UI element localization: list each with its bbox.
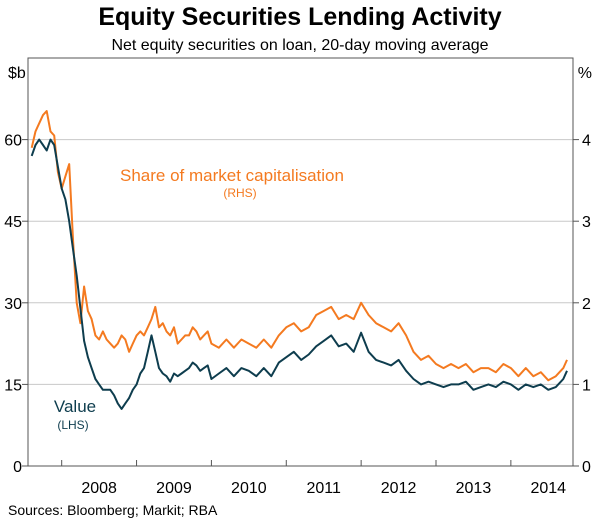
chart-title: Equity Securities Lending Activity [98, 3, 501, 31]
gridlines [28, 139, 573, 385]
share-of-market-cap-line [30, 110, 568, 382]
right-tick-label-4: 4 [582, 133, 591, 150]
value-line [30, 138, 568, 410]
right-tick-label-0: 0 [582, 459, 591, 476]
left-tick-label-15: 15 [4, 377, 22, 394]
right-axis: 0 1 2 3 4 [573, 133, 591, 476]
source-note: Sources: Bloomberg; Markit; RBA [8, 502, 218, 518]
series-lines [30, 110, 568, 410]
series-note-value: (LHS) [57, 418, 88, 432]
chart-subtitle: Net equity securities on loan, 20-day mo… [111, 37, 488, 54]
series-label-share: Share of market capitalisation [120, 166, 344, 185]
right-axis-unit: % [578, 65, 592, 82]
plot-frame [27, 57, 574, 467]
x-tick-label-2011: 2011 [307, 480, 342, 497]
x-tick-label-2014: 2014 [530, 480, 566, 497]
series-note-share: (RHS) [223, 186, 256, 200]
series-label-value: Value [54, 397, 96, 416]
x-tick-label-2009: 2009 [156, 480, 192, 497]
right-tick-label-1: 1 [582, 377, 591, 394]
left-tick-label-30: 30 [4, 296, 22, 313]
x-tick-label-2012: 2012 [381, 480, 417, 497]
left-axis: 0 15 30 45 60 [4, 133, 28, 476]
left-tick-label-60: 60 [4, 133, 22, 150]
right-tick-label-3: 3 [582, 214, 591, 231]
left-tick-label-45: 45 [4, 214, 22, 231]
right-tick-label-2: 2 [582, 296, 591, 313]
x-tick-label-2013: 2013 [456, 480, 492, 497]
left-axis-unit: $b [8, 65, 26, 82]
x-tick-label-2010: 2010 [231, 480, 267, 497]
x-tick-label-2008: 2008 [81, 480, 117, 497]
left-tick-label-0: 0 [13, 459, 22, 476]
x-axis: 2008 2009 2010 2011 2012 2013 2014 [61, 460, 566, 497]
